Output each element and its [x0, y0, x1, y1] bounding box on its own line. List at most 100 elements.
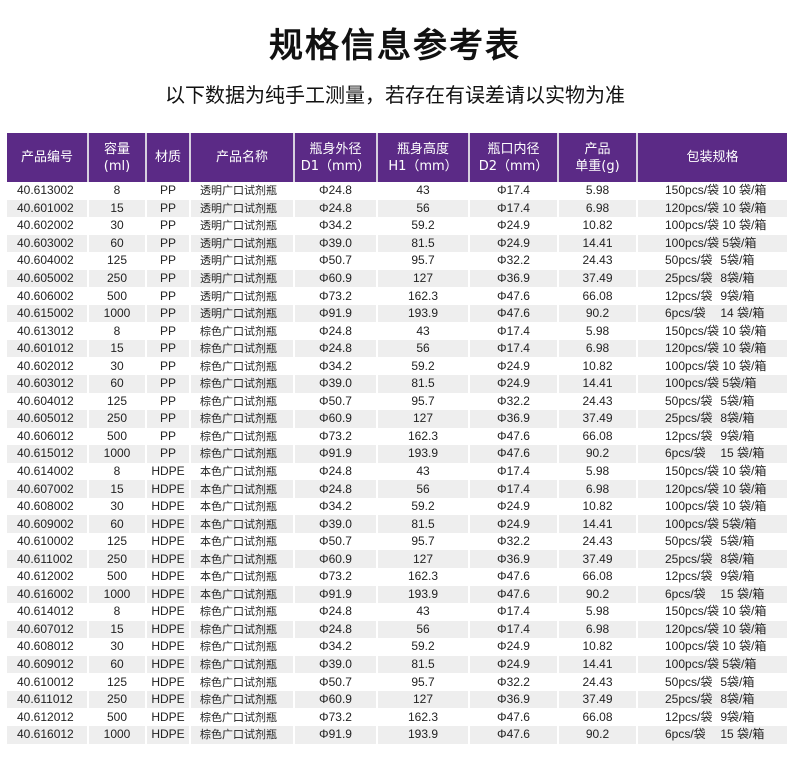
- cell-height: 59.2: [376, 497, 469, 516]
- pcs-per-bag: 150pcs/袋: [665, 604, 720, 619]
- cell-packaging: 150pcs/袋 10 袋/箱: [636, 322, 787, 340]
- cell-product-code: 40.611002: [7, 550, 88, 569]
- cell-height: 193.9: [376, 725, 469, 744]
- cell-outer-diameter: Φ24.8: [293, 339, 377, 358]
- bags-per-box: 5袋/箱: [722, 376, 757, 391]
- cell-mouth-diameter: Φ32.2: [468, 252, 558, 270]
- cell-packaging: 50pcs/袋 5袋/箱: [636, 392, 787, 411]
- bags-per-box: 15 袋/箱: [720, 727, 765, 742]
- cell-material: HDPE: [145, 725, 190, 744]
- cell-product-name: 棕色广口试剂瓶: [189, 620, 294, 639]
- cell-height: 81.5: [376, 375, 469, 393]
- table-row: 40.610002 125 HDPE 本色广口试剂瓶 Φ50.7 95.7 Φ32.2 24.…: [7, 532, 787, 551]
- table-row: 40.605002 250 PP 透明广口试剂瓶 Φ60.9 127 Φ36.9 37.49 2…: [7, 269, 787, 288]
- cell-mouth-diameter: Φ47.6: [468, 568, 558, 586]
- cell-height: 95.7: [376, 252, 469, 270]
- cell-product-code: 40.603012: [7, 375, 88, 393]
- bags-per-box: 14 袋/箱: [720, 306, 765, 321]
- cell-unit-weight: 66.08: [557, 568, 637, 586]
- cell-height: 56: [376, 199, 469, 218]
- cell-capacity: 30: [87, 497, 146, 516]
- cell-mouth-diameter: Φ47.6: [468, 725, 558, 744]
- bags-per-box: 10 袋/箱: [722, 341, 767, 356]
- cell-product-name: 棕色广口试剂瓶: [189, 708, 294, 726]
- pcs-per-bag: 50pcs/袋: [665, 534, 713, 549]
- cell-packaging: 150pcs/袋 10 袋/箱: [636, 603, 787, 621]
- cell-unit-weight: 37.49: [557, 269, 637, 288]
- cell-height: 59.2: [376, 217, 469, 235]
- cell-product-code: 40.607002: [7, 480, 88, 498]
- cell-mouth-diameter: Φ47.6: [468, 585, 558, 604]
- pcs-per-bag: 25pcs/袋: [665, 551, 713, 566]
- table-row: 40.609012 60 HDPE 棕色广口试剂瓶 Φ39.0 81.5 Φ24.9 14.4…: [7, 655, 787, 674]
- cell-capacity: 1000: [87, 585, 146, 604]
- table-header: 产品编号 容量 (ml) 材质 产品名称 瓶身外径 D1（mm） 瓶身高度 H1（mm） 瓶口内径…: [7, 133, 787, 182]
- cell-packaging: 6pcs/袋 15 袋/箱: [636, 585, 787, 604]
- header-label: 瓶身高度: [396, 141, 449, 157]
- bags-per-box: 15 袋/箱: [720, 586, 765, 601]
- cell-capacity: 250: [87, 690, 146, 709]
- cell-packaging: 50pcs/袋 5袋/箱: [636, 532, 787, 551]
- cell-packaging: 120pcs/袋 10 袋/箱: [636, 620, 787, 639]
- cell-mouth-diameter: Φ24.9: [468, 217, 558, 235]
- cell-outer-diameter: Φ50.7: [293, 532, 377, 551]
- cell-material: PP: [145, 392, 190, 411]
- pcs-per-bag: 25pcs/袋: [665, 692, 713, 707]
- cell-product-code: 40.605002: [7, 269, 88, 288]
- pcs-per-bag: 12pcs/袋: [665, 288, 713, 303]
- pcs-per-bag: 12pcs/袋: [665, 428, 713, 443]
- cell-mouth-diameter: Φ24.9: [468, 357, 558, 376]
- cell-packaging: 100pcs/袋 10 袋/箱: [636, 497, 787, 516]
- header-label: 瓶口内径: [487, 141, 540, 157]
- cell-product-name: 本色广口试剂瓶: [189, 568, 294, 586]
- header-col-packaging: 包装规格: [636, 133, 787, 182]
- cell-mouth-diameter: Φ47.6: [468, 427, 558, 446]
- cell-capacity: 30: [87, 217, 146, 235]
- cell-product-name: 本色广口试剂瓶: [189, 515, 294, 533]
- pcs-per-bag: 100pcs/袋: [665, 516, 720, 531]
- cell-unit-weight: 6.98: [557, 339, 637, 358]
- cell-mouth-diameter: Φ24.9: [468, 234, 558, 253]
- table-row: 40.602012 30 PP 棕色广口试剂瓶 Φ34.2 59.2 Φ24.9 10.82 1…: [7, 357, 787, 376]
- table-row: 40.616002 1000 HDPE 本色广口试剂瓶 Φ91.9 193.9 Φ47.6 9…: [7, 585, 787, 604]
- cell-packaging: 50pcs/袋 5袋/箱: [636, 673, 787, 691]
- cell-packaging: 25pcs/袋 8袋/箱: [636, 410, 787, 428]
- cell-material: PP: [145, 269, 190, 288]
- cell-outer-diameter: Φ24.8: [293, 480, 377, 498]
- header-unit: D2（mm）: [478, 158, 549, 174]
- bags-per-box: 15 袋/箱: [720, 446, 765, 461]
- bags-per-box: 10 袋/箱: [722, 481, 767, 496]
- cell-product-code: 40.602012: [17, 358, 74, 373]
- cell-material: HDPE: [145, 708, 190, 726]
- bags-per-box: 5袋/箱: [722, 235, 757, 250]
- cell-outer-diameter: Φ34.2: [293, 357, 377, 376]
- cell-packaging: 100pcs/袋 5袋/箱: [636, 375, 787, 393]
- cell-unit-weight: 14.41: [557, 375, 637, 393]
- table-row: 40.614002 8 HDPE 本色广口试剂瓶 Φ24.8 43 Φ17.4 5.98 150…: [7, 462, 787, 481]
- cell-mouth-diameter: Φ24.9: [468, 497, 558, 516]
- cell-material: HDPE: [145, 568, 190, 586]
- cell-unit-weight: 6.98: [557, 199, 637, 218]
- cell-outer-diameter: Φ39.0: [293, 655, 377, 674]
- cell-outer-diameter: Φ50.7: [293, 673, 377, 691]
- cell-height: 162.3: [376, 287, 469, 305]
- cell-product-name: 棕色广口试剂瓶: [189, 357, 294, 376]
- cell-packaging: 120pcs/袋 10 袋/箱: [636, 480, 787, 498]
- cell-material: PP: [145, 252, 190, 270]
- cell-outer-diameter: Φ60.9: [293, 410, 377, 428]
- cell-unit-weight: 24.43: [557, 392, 637, 411]
- cell-mouth-diameter: Φ36.9: [468, 269, 558, 288]
- table-row: 40.608012 30 HDPE 棕色广口试剂瓶 Φ34.2 59.2 Φ24.9 10.8…: [7, 638, 787, 656]
- pcs-per-bag: 100pcs/袋: [665, 376, 720, 391]
- cell-capacity: 8: [87, 603, 146, 621]
- table-row: 40.607012 15 HDPE 棕色广口试剂瓶 Φ24.8 56 Φ17.4 6.98 12…: [7, 620, 787, 639]
- header-label: 容量: [103, 141, 130, 157]
- cell-outer-diameter: Φ50.7: [293, 392, 377, 411]
- header-label: 产品编号: [20, 150, 73, 165]
- cell-product-code: 40.614012: [17, 604, 74, 619]
- cell-unit-weight: 90.2: [557, 585, 637, 604]
- cell-product-name: 棕色广口试剂瓶: [189, 673, 294, 691]
- cell-outer-diameter: Φ34.2: [293, 638, 377, 656]
- pcs-per-bag: 6pcs/袋: [665, 586, 706, 601]
- cell-capacity: 60: [87, 515, 146, 533]
